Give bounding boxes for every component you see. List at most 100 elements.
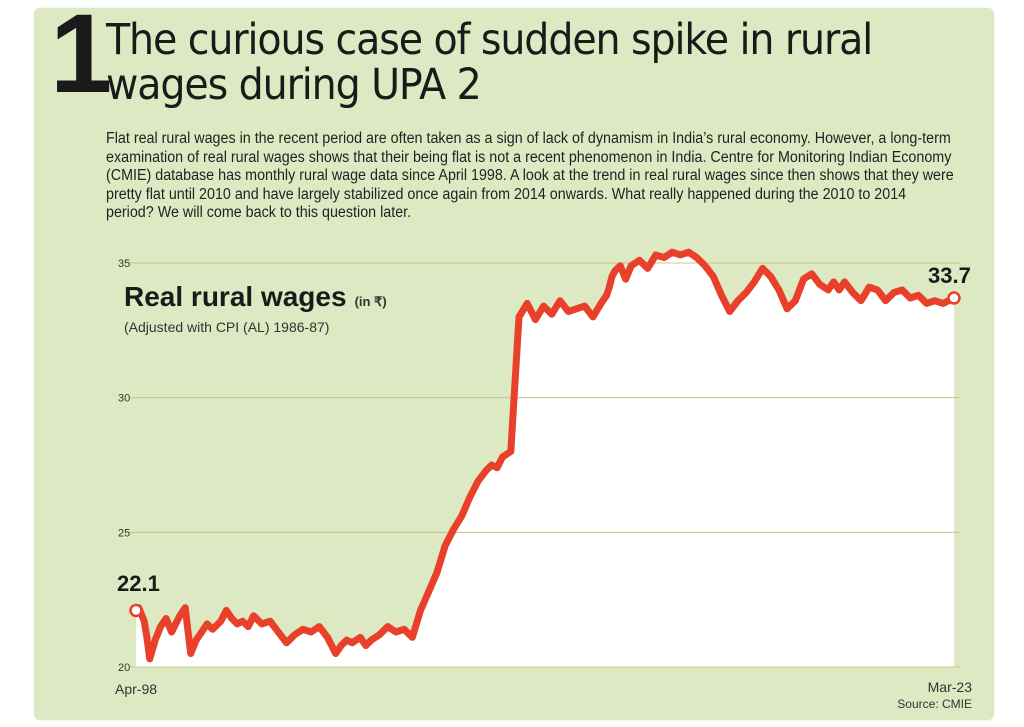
data-point bbox=[411, 636, 414, 639]
data-point bbox=[277, 631, 280, 633]
data-point bbox=[170, 631, 173, 633]
data-point bbox=[310, 631, 313, 633]
end-value-label: 33.7 bbox=[928, 263, 971, 288]
data-point bbox=[230, 617, 233, 620]
data-point bbox=[720, 294, 723, 297]
chart-title: Real rural wages (in ₹) bbox=[124, 281, 387, 312]
data-point bbox=[925, 302, 928, 305]
data-point bbox=[452, 528, 455, 531]
data-point bbox=[159, 625, 162, 628]
data-point bbox=[671, 251, 674, 254]
data-point bbox=[154, 639, 157, 642]
data-point bbox=[206, 622, 209, 625]
data-point bbox=[810, 272, 813, 275]
data-point bbox=[876, 288, 879, 291]
data-point bbox=[769, 275, 772, 278]
data-point bbox=[753, 280, 756, 283]
data-point bbox=[225, 609, 228, 612]
data-point bbox=[630, 264, 633, 267]
data-point bbox=[843, 280, 846, 283]
data-point bbox=[542, 305, 545, 308]
data-point bbox=[794, 299, 797, 302]
intro-paragraph: Flat real rural wages in the recent peri… bbox=[106, 130, 954, 221]
chart-title-main: Real rural wages bbox=[124, 281, 347, 312]
data-point bbox=[143, 620, 146, 623]
data-point bbox=[687, 251, 690, 254]
data-point bbox=[211, 628, 214, 631]
data-point bbox=[619, 264, 622, 267]
data-point bbox=[736, 299, 739, 302]
data-point bbox=[477, 480, 479, 483]
data-point bbox=[195, 639, 198, 642]
data-point bbox=[444, 544, 447, 547]
data-point bbox=[318, 625, 321, 628]
data-point bbox=[184, 606, 187, 609]
data-point bbox=[386, 625, 389, 628]
data-point bbox=[435, 571, 438, 574]
data-point bbox=[613, 270, 616, 273]
data-point bbox=[252, 614, 255, 617]
data-point bbox=[189, 652, 192, 655]
y-tick-label-20: 20 bbox=[118, 662, 130, 674]
x-axis-start-label: Apr-98 bbox=[115, 681, 157, 697]
data-point bbox=[178, 614, 181, 617]
data-point bbox=[378, 633, 381, 636]
area-under-line bbox=[136, 252, 954, 667]
data-point bbox=[868, 286, 871, 289]
data-points bbox=[135, 251, 955, 660]
data-point bbox=[638, 259, 641, 262]
section-number: 1 bbox=[50, 0, 112, 116]
data-point bbox=[496, 466, 499, 469]
data-point bbox=[351, 641, 354, 644]
data-point bbox=[933, 299, 936, 302]
grid-lines bbox=[130, 262, 960, 668]
data-point bbox=[534, 318, 537, 321]
data-point bbox=[802, 278, 805, 281]
data-point bbox=[559, 299, 561, 302]
data-point bbox=[761, 267, 764, 270]
data-point bbox=[550, 313, 553, 316]
data-point bbox=[704, 264, 706, 267]
data-point bbox=[236, 622, 239, 625]
data-point bbox=[591, 315, 594, 318]
data-point bbox=[490, 464, 493, 466]
data-point bbox=[460, 515, 463, 518]
data-point bbox=[679, 253, 682, 256]
data-point bbox=[326, 636, 329, 639]
data-point bbox=[427, 590, 430, 593]
data-point bbox=[200, 631, 203, 633]
data-point bbox=[818, 283, 821, 286]
data-point bbox=[518, 315, 520, 318]
data-point bbox=[860, 299, 862, 302]
start-value-label: 22.1 bbox=[117, 571, 160, 596]
data-point bbox=[942, 302, 945, 305]
data-point bbox=[745, 291, 748, 294]
data-point bbox=[646, 267, 649, 270]
data-point bbox=[145, 636, 148, 639]
data-point bbox=[509, 450, 512, 453]
data-point bbox=[838, 288, 841, 291]
data-point bbox=[269, 620, 272, 623]
data-point bbox=[260, 622, 263, 625]
data-point bbox=[364, 644, 367, 647]
data-point bbox=[728, 310, 731, 313]
data-point bbox=[712, 275, 715, 278]
data-point bbox=[345, 639, 348, 642]
data-point bbox=[293, 633, 296, 636]
data-point bbox=[605, 294, 608, 297]
data-point bbox=[583, 305, 586, 308]
data-point bbox=[419, 609, 422, 612]
data-point bbox=[663, 256, 665, 259]
data-point bbox=[917, 294, 920, 297]
data-point bbox=[148, 657, 151, 660]
source-note: Source: CMIE bbox=[897, 697, 972, 711]
page-title: The curious case of sudden spike in rura… bbox=[106, 15, 873, 110]
data-point bbox=[624, 278, 627, 281]
data-point bbox=[285, 641, 288, 644]
data-point bbox=[165, 617, 168, 620]
data-point bbox=[611, 275, 613, 278]
data-point bbox=[370, 639, 373, 642]
y-tick-label-35: 35 bbox=[118, 258, 130, 270]
data-point bbox=[832, 280, 835, 283]
